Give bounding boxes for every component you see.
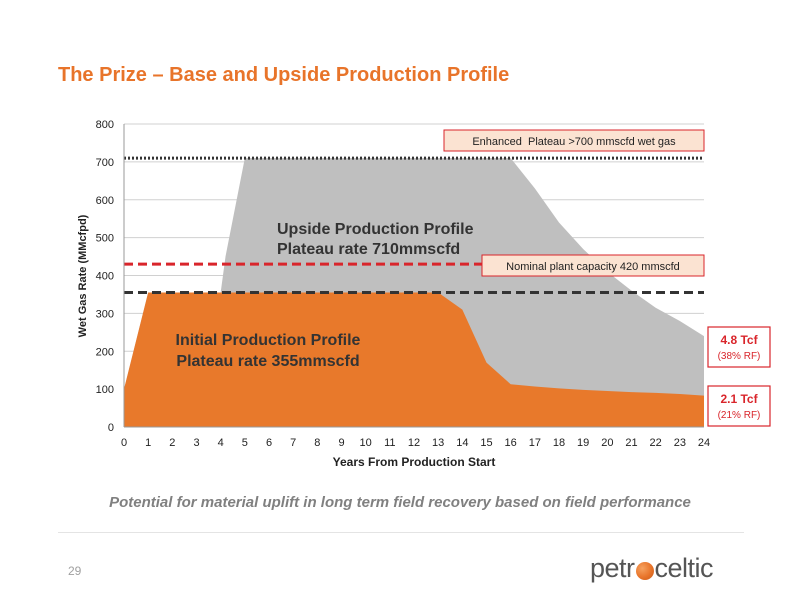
x-tick-label: 18	[553, 437, 565, 449]
upside-annotation-line2: Plateau rate 710mmscfd	[277, 241, 460, 258]
upside-recovery-callout	[707, 326, 771, 368]
x-tick-label: 11	[384, 437, 395, 449]
y-tick-labels: 0 100 200 300 400 500 600 700 800	[96, 119, 114, 434]
x-tick-label: 24	[698, 437, 710, 449]
x-tick-label: 16	[505, 437, 517, 449]
page-number: 29	[68, 564, 82, 578]
initial-recovery-value: 2.1 Tcf	[720, 392, 758, 406]
x-tick-label: 4	[218, 437, 224, 449]
initial-profile-area	[124, 292, 704, 427]
x-tick-label: 19	[577, 437, 589, 449]
x-tick-label: 10	[360, 437, 372, 449]
footer-divider	[58, 532, 744, 533]
x-tick-label: 3	[193, 437, 199, 449]
x-tick-label: 14	[456, 437, 468, 449]
y-tick-label: 200	[96, 346, 114, 358]
x-tick-label: 2	[169, 437, 175, 449]
logo-text-end: celtic	[654, 552, 714, 583]
x-tick-label: 9	[338, 437, 344, 449]
x-tick-label: 12	[408, 437, 420, 449]
company-logo: petr celtic	[590, 551, 714, 585]
x-tick-labels: 0 1 2 3 4 5 6 7 8 9 10 11 12 13 14 15 16 17 18 19 20 21 22 23 24	[121, 437, 710, 449]
y-tick-label: 600	[96, 195, 114, 207]
nominal-capacity-label-box	[481, 254, 705, 277]
logo-sphere-icon	[635, 561, 654, 580]
x-tick-label: 5	[242, 437, 248, 449]
upside-recovery-note: (38% RF)	[718, 351, 761, 362]
footer-statement: Potential for material uplift in long te…	[109, 494, 691, 511]
x-tick-label: 6	[266, 437, 272, 449]
y-tick-label: 400	[96, 271, 114, 283]
y-tick-label: 800	[96, 119, 114, 131]
x-tick-label: 13	[432, 437, 444, 449]
x-tick-label: 21	[625, 437, 637, 449]
x-tick-label: 20	[601, 437, 613, 449]
initial-annotation-line2: Plateau rate 355mmscfd	[176, 353, 359, 370]
initial-annotation-line1: Initial Production Profile	[176, 332, 361, 349]
y-tick-label: 100	[96, 384, 114, 396]
y-tick-label: 300	[96, 308, 114, 320]
x-tick-label: 8	[314, 437, 320, 449]
upside-recovery-value: 4.8 Tcf	[720, 333, 758, 347]
enhanced-plateau-label-box	[443, 129, 705, 152]
reference-lines	[124, 156, 704, 295]
x-tick-label: 1	[145, 437, 151, 449]
enhanced-plateau-label: Enhanced Plateau >700 mmscfd wet gas	[472, 136, 676, 148]
x-tick-label: 17	[529, 437, 541, 449]
x-tick-label: 7	[290, 437, 296, 449]
y-axis-label: Wet Gas Rate (MMcfpd)	[77, 214, 89, 337]
logo-text-start: petr	[590, 552, 635, 583]
x-tick-label: 15	[480, 437, 492, 449]
x-tick-label: 22	[650, 437, 662, 449]
nominal-capacity-label: Nominal plant capacity 420 mmscfd	[506, 261, 680, 273]
y-tick-label: 500	[96, 233, 114, 245]
x-tick-label: 0	[121, 437, 127, 449]
x-tick-label: 23	[674, 437, 686, 449]
initial-recovery-callout	[707, 385, 771, 427]
y-tick-label: 0	[108, 422, 114, 434]
slide-title: The Prize – Base and Upside Production P…	[58, 64, 510, 86]
y-tick-label: 700	[96, 157, 114, 169]
x-axis-label: Years From Production Start	[333, 455, 496, 469]
upside-annotation-line1: Upside Production Profile	[277, 221, 474, 238]
initial-recovery-note: (21% RF)	[718, 410, 761, 421]
